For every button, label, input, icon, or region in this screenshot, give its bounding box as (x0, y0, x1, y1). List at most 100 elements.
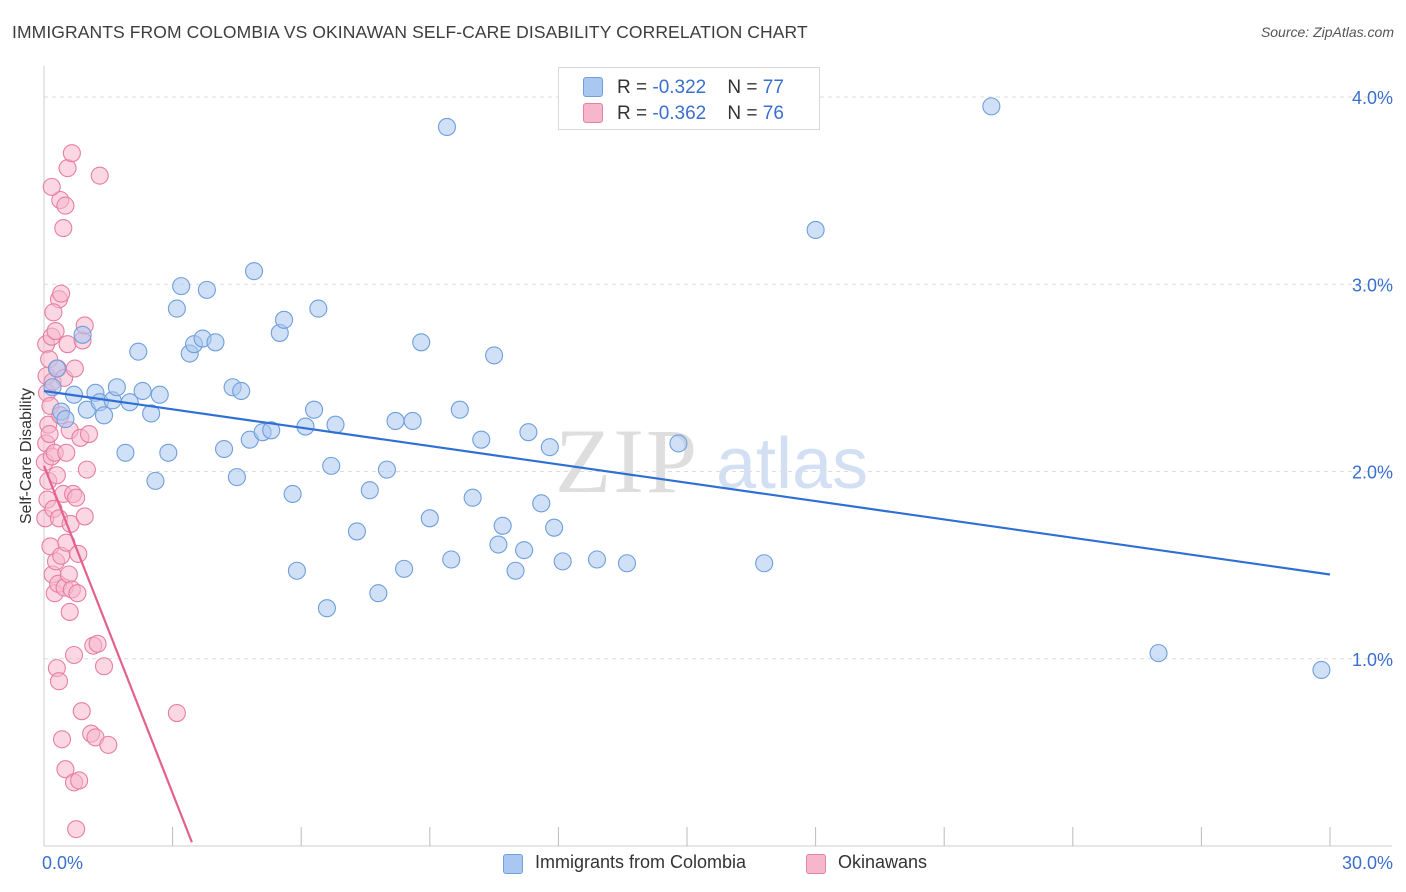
data-point (67, 820, 86, 839)
legend-swatch-okinawans (583, 103, 603, 123)
data-point (77, 460, 96, 479)
data-point (107, 378, 126, 397)
data-point (532, 494, 551, 513)
trend-line-colombia (43, 389, 1331, 576)
data-point (1312, 660, 1331, 680)
data-point (79, 424, 99, 444)
y-tick-label: 4.0% (1352, 88, 1393, 108)
data-point (287, 561, 306, 580)
data-point (150, 385, 169, 404)
data-point (56, 196, 75, 215)
n-label: N = (727, 103, 763, 124)
data-point (669, 434, 688, 453)
data-point (65, 359, 84, 378)
data-point (167, 704, 186, 723)
data-point (42, 177, 61, 196)
x-tick-label-min: 0.0% (42, 853, 83, 873)
data-point (90, 166, 109, 185)
data-point (489, 535, 508, 554)
legend-label-okinawans: Okinawans (838, 852, 928, 872)
data-point (68, 584, 87, 603)
okinawans-points (35, 144, 186, 839)
y-tick-label: 1.0% (1352, 650, 1393, 670)
data-point (450, 400, 469, 419)
x-tick-label-max: 30.0% (1342, 853, 1393, 873)
data-point (412, 333, 431, 352)
r-value: -0.322 (652, 77, 707, 98)
y-tick-label: 2.0% (1352, 463, 1393, 483)
legend-swatch-okinawans (806, 854, 826, 874)
data-point (305, 400, 324, 419)
source-label: Source: ZipAtlas.com (1260, 24, 1394, 40)
data-point (129, 342, 148, 361)
data-point (44, 303, 63, 322)
data-point (116, 443, 135, 462)
data-point (167, 299, 186, 318)
data-point (519, 423, 538, 442)
data-point (275, 310, 294, 329)
data-point (227, 468, 246, 487)
data-point (437, 117, 456, 137)
data-point (49, 672, 69, 691)
data-point (57, 443, 76, 462)
n-value: 77 (762, 77, 784, 98)
data-point (75, 507, 94, 526)
legend-swatch-colombia (503, 854, 523, 874)
data-point (377, 460, 396, 479)
data-point (442, 550, 461, 569)
data-point (133, 381, 152, 401)
data-point (617, 554, 637, 573)
data-point (806, 220, 825, 239)
legend-swatch-colombia (583, 77, 603, 97)
data-point (159, 443, 178, 462)
data-point (88, 634, 107, 653)
data-point (244, 262, 264, 281)
data-point (463, 488, 482, 507)
r-value: -0.362 (652, 103, 707, 124)
trend-line-okinawans (42, 465, 193, 843)
data-point (232, 381, 251, 401)
data-point (755, 554, 774, 573)
data-point (553, 552, 572, 571)
data-point (262, 421, 281, 440)
data-point (214, 439, 234, 459)
n-label: N = (727, 77, 763, 98)
stats-legend: R = -0.322 N = 77 R = -0.362 N = 76 (558, 67, 820, 130)
data-point (64, 645, 84, 665)
data-point (94, 657, 114, 676)
data-point (1149, 644, 1168, 663)
data-point (369, 584, 388, 603)
data-point (58, 159, 77, 178)
trend-lines (42, 389, 1331, 843)
data-point (99, 735, 118, 754)
data-point (360, 481, 379, 500)
data-point (54, 219, 73, 238)
data-point (322, 456, 341, 475)
data-point (146, 471, 165, 490)
data-point (309, 299, 328, 318)
data-point (67, 488, 86, 507)
data-point (73, 325, 92, 344)
data-point (283, 484, 302, 504)
legend-label-colombia: Immigrants from Colombia (535, 852, 747, 872)
data-point (60, 602, 79, 621)
watermark: ZIP atlas (555, 410, 868, 512)
data-point (72, 702, 91, 721)
data-point (515, 541, 534, 560)
chart-title: IMMIGRANTS FROM COLOMBIA VS OKINAWAN SEL… (12, 22, 808, 42)
data-point (395, 559, 414, 578)
data-point (56, 410, 75, 429)
data-point (545, 518, 564, 537)
watermark-zip: ZIP (555, 410, 699, 512)
data-point (52, 730, 72, 749)
watermark-atlas: atlas (716, 424, 868, 504)
data-point (403, 411, 422, 430)
data-point (172, 277, 191, 296)
r-label: R = (617, 103, 653, 124)
r-label: R = (617, 77, 653, 98)
data-point (587, 550, 607, 569)
data-point (56, 760, 75, 779)
data-point (493, 516, 512, 535)
data-point (47, 359, 66, 378)
